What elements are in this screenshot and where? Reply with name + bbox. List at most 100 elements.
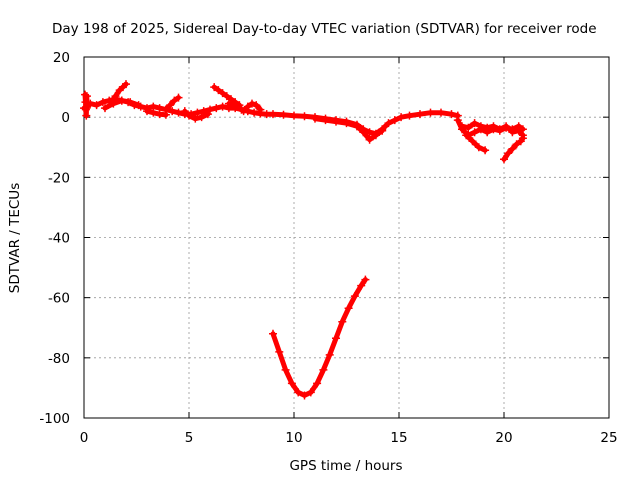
data-point-marker — [243, 102, 252, 111]
data-point-marker — [174, 93, 183, 102]
data-point-marker — [306, 388, 315, 397]
data-point-marker — [357, 281, 366, 290]
data-point-marker — [470, 119, 479, 128]
x-tick-label: 10 — [285, 430, 302, 446]
data-series — [161, 93, 183, 114]
data-point-marker — [170, 96, 179, 105]
data-point-marker — [489, 122, 498, 131]
data-point-marker — [290, 111, 298, 120]
data-point-marker — [458, 122, 466, 131]
data-point-marker — [294, 388, 303, 397]
data-point-marker — [92, 101, 101, 110]
x-tick-label: 0 — [80, 430, 89, 446]
data-point-marker — [256, 105, 265, 114]
data-point-marker — [518, 134, 527, 143]
data-point-marker — [508, 128, 517, 137]
data-point-marker — [342, 119, 351, 128]
data-point-marker — [227, 95, 235, 104]
data-point-marker — [361, 275, 370, 284]
data-point-marker — [111, 92, 120, 101]
data-point-marker — [504, 149, 513, 158]
data-series — [180, 107, 212, 123]
x-tick-label: 15 — [390, 430, 407, 446]
data-point-marker — [500, 155, 508, 164]
data-series — [353, 122, 387, 144]
data-point-marker — [203, 110, 212, 119]
data-point-marker — [476, 122, 485, 131]
data-point-marker — [212, 104, 221, 113]
data-point-marker — [81, 98, 90, 107]
series-line — [163, 95, 181, 113]
data-point-marker — [214, 86, 223, 95]
data-point-marker — [447, 110, 456, 119]
data-point-marker — [397, 113, 406, 122]
x-tick-label: 25 — [600, 430, 617, 446]
data-point-marker — [287, 379, 296, 388]
data-point-marker — [464, 123, 473, 132]
data-point-marker — [180, 107, 189, 116]
data-point-marker — [231, 102, 240, 111]
data-point-marker — [300, 112, 309, 121]
data-point-marker — [109, 99, 118, 108]
data-series — [269, 275, 370, 400]
data-point-marker — [222, 92, 231, 101]
data-point-marker — [453, 116, 462, 125]
data-point-marker — [126, 98, 135, 107]
data-point-marker — [269, 329, 277, 338]
data-point-marker — [325, 350, 334, 359]
data-point-marker — [332, 334, 340, 343]
data-point-marker — [502, 122, 511, 131]
data-point-marker — [193, 108, 202, 117]
data-series — [239, 99, 265, 116]
data-point-marker — [218, 89, 227, 98]
data-point-marker — [319, 365, 328, 374]
data-point-marker — [269, 110, 277, 119]
data-point-marker — [191, 114, 200, 123]
data-point-marker — [338, 317, 347, 326]
data-point-marker — [252, 101, 261, 110]
data-point-marker — [218, 102, 227, 111]
data-point-marker — [224, 99, 233, 108]
y-tick-label: -60 — [48, 291, 70, 307]
data-point-marker — [279, 110, 288, 119]
series-line — [463, 132, 488, 153]
data-point-marker — [462, 131, 471, 140]
y-tick-label: -40 — [48, 231, 70, 247]
y-tick-label: -20 — [48, 170, 70, 186]
data-point-marker — [117, 96, 126, 105]
data-point-marker — [134, 101, 143, 110]
data-point-marker — [359, 128, 368, 137]
data-series — [210, 83, 244, 110]
data-point-marker — [161, 105, 170, 114]
data-point-marker — [512, 140, 521, 149]
data-point-marker — [248, 99, 256, 108]
data-point-marker — [239, 107, 248, 116]
data-series — [462, 131, 490, 155]
data-point-marker — [81, 90, 90, 99]
data-point-marker — [350, 292, 359, 301]
data-point-marker — [275, 347, 284, 356]
data-point-marker — [82, 92, 91, 101]
data-point-marker — [82, 104, 91, 113]
x-tick-label: 20 — [495, 430, 512, 446]
data-point-marker — [483, 123, 492, 132]
data-point-marker — [344, 304, 353, 313]
data-point-marker — [332, 117, 340, 126]
y-tick-labels: -100 -80 -60 -40 -20 0 20 — [39, 50, 70, 427]
data-point-marker — [508, 144, 517, 153]
axis-ticks — [83, 56, 610, 419]
data-point-marker — [378, 126, 387, 135]
data-point-marker — [495, 125, 504, 134]
data-point-marker — [250, 108, 259, 117]
x-axis-label: GPS time / hours — [289, 458, 402, 474]
data-point-marker — [390, 116, 399, 125]
data-point-marker — [197, 113, 206, 122]
data-point-marker — [426, 108, 435, 117]
series-line — [270, 277, 368, 398]
data-point-marker — [82, 111, 91, 120]
data-point-marker — [416, 110, 424, 119]
data-point-marker — [210, 83, 219, 92]
data-point-marker — [313, 379, 322, 388]
data-series — [500, 134, 527, 164]
